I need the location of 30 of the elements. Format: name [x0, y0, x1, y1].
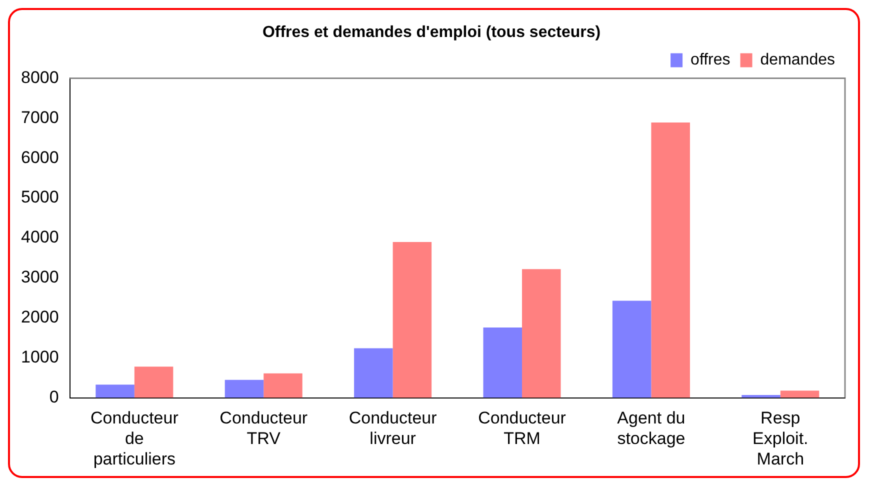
y-tick-label: 4000 [20, 228, 59, 247]
bar [522, 269, 561, 398]
x-tick-label: Agent du stockage [617, 408, 686, 448]
y-tick-label: 7000 [20, 108, 59, 127]
bar [742, 395, 780, 398]
y-tick-label: 6000 [20, 148, 59, 167]
bar [354, 348, 393, 398]
x-tick-label: Conducteur livreur [348, 408, 438, 448]
x-tick-label: Conducteur TRV [220, 408, 308, 448]
x-tick-label: Conducteur TRM [478, 408, 566, 448]
bar [264, 373, 302, 398]
bar [96, 384, 134, 398]
legend-label: demandes [760, 52, 835, 69]
y-tick-label: 3000 [20, 268, 59, 287]
bar [483, 327, 522, 398]
bar [224, 380, 264, 398]
legend-label: offres [690, 52, 730, 69]
y-tick-label: 5000 [20, 188, 59, 207]
y-tick-label: 0 [49, 387, 59, 406]
y-tick-label: 1000 [20, 348, 59, 367]
y-tick-label: 2000 [20, 308, 59, 327]
chart-title: Offres et demandes d'emploi (tous secteurs) [262, 24, 601, 42]
bar [134, 366, 174, 398]
x-tick-label: Conducteur de particuliers [90, 408, 179, 468]
bar [780, 390, 820, 398]
y-tick-label: 8000 [20, 68, 59, 87]
bar [392, 242, 432, 398]
bar [651, 122, 690, 398]
x-tick-label: Resp Exploit. March [752, 408, 808, 468]
bar [612, 300, 652, 398]
